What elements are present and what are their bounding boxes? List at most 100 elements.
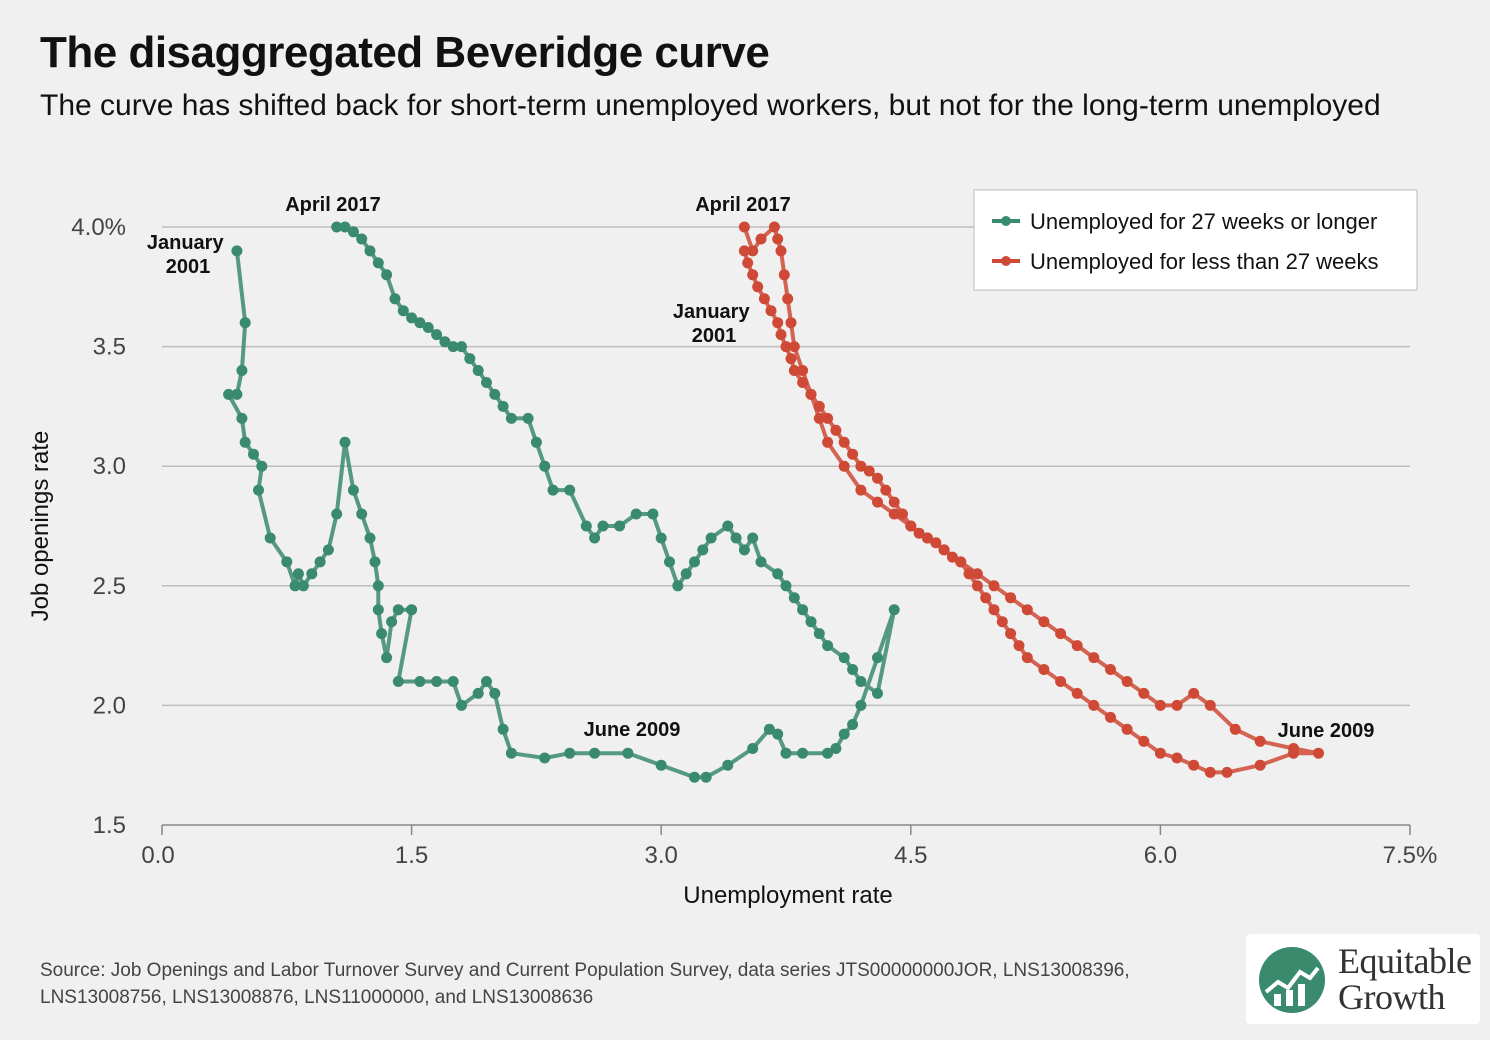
annotation-red-january-2001: January 2001 [673, 301, 755, 347]
data-point-short-term [1088, 652, 1100, 664]
data-point-long-term [406, 312, 418, 324]
legend-marker-long-term [1001, 216, 1011, 226]
annotation-green-january-2001-line2: 2001 [166, 256, 211, 278]
data-point-long-term [314, 556, 326, 568]
data-point-short-term [880, 484, 892, 496]
data-point-long-term [872, 687, 883, 699]
data-point-long-term [497, 723, 509, 735]
x-tick-label: 3.0 [645, 842, 678, 869]
data-point-long-term [630, 508, 642, 520]
data-point-short-term [888, 496, 900, 508]
data-point-long-term [489, 687, 501, 699]
data-point-short-term [747, 269, 759, 281]
annotation-red-april-2017: April 2017 [695, 194, 791, 216]
data-point-short-term [830, 424, 842, 436]
logo-line [1264, 966, 1320, 994]
data-point-short-term [1021, 652, 1033, 664]
data-point-long-term [248, 448, 259, 460]
data-point-short-term [955, 556, 967, 568]
data-point-short-term [855, 484, 867, 496]
data-point-long-term [381, 652, 393, 664]
data-point-long-term [747, 743, 759, 754]
logo-text-line1: Equitable [1338, 941, 1472, 981]
data-point-long-term [589, 747, 601, 759]
data-point-short-term [747, 245, 759, 257]
data-point-long-term [297, 580, 309, 592]
y-tick-label: 1.5 [93, 812, 126, 839]
data-point-long-term [772, 728, 784, 740]
data-point-long-term [406, 604, 418, 616]
data-point-short-term [1055, 628, 1067, 640]
data-point-short-term [1254, 759, 1266, 771]
grid-lines [161, 226, 1411, 835]
data-point-short-term [1071, 687, 1083, 699]
data-point-long-term [356, 508, 368, 520]
data-point-short-term [1313, 747, 1324, 759]
data-point-long-term [339, 221, 351, 233]
data-point-long-term [780, 580, 792, 592]
data-point-long-term [855, 676, 867, 687]
data-point-short-term [863, 465, 875, 477]
data-point-long-term [780, 747, 792, 759]
data-point-long-term [847, 664, 859, 675]
data-point-short-term [988, 580, 1000, 592]
data-point-short-term [946, 551, 958, 563]
data-point-short-term [785, 317, 797, 329]
data-point-long-term [306, 568, 318, 580]
data-point-short-term [1071, 640, 1083, 652]
data-point-long-term [389, 293, 401, 305]
beveridge-chart: 1.5 2.0 2.5 3.0 3.5 4.0% 0.0 1.5 3.0 4.5 6.0 7.5% U… [27, 189, 1437, 909]
data-point-long-term [439, 336, 451, 348]
data-point-long-term [838, 652, 850, 664]
data-point-long-term [622, 747, 634, 759]
series-line-long-term [226, 225, 897, 780]
data-point-long-term [597, 520, 609, 532]
data-point-short-term [752, 281, 764, 293]
data-point-short-term [838, 436, 850, 448]
legend-marker-short-term [1001, 256, 1011, 266]
data-point-short-term [996, 616, 1008, 628]
data-point-long-term [239, 436, 251, 448]
data-point-long-term [364, 532, 376, 544]
data-point-long-term [872, 652, 883, 664]
data-point-long-term [822, 640, 834, 652]
data-point-short-term [1204, 766, 1216, 778]
annotation-green-june-2009: June 2009 [584, 719, 681, 741]
growth-chart-icon [1259, 947, 1325, 1013]
data-point-short-term [772, 233, 784, 245]
data-point-long-term [456, 699, 467, 711]
data-point-long-term [386, 616, 398, 628]
data-point-long-term [813, 628, 825, 640]
data-point-long-term [292, 568, 304, 580]
data-point-short-term [930, 537, 942, 549]
data-point-long-term [397, 305, 409, 317]
legend-label-long-term: Unemployed for 27 weeks or longer [1030, 209, 1377, 234]
data-point-long-term [464, 353, 476, 365]
data-point-long-term [431, 676, 443, 687]
data-point-long-term [481, 377, 492, 388]
y-axis-label: Job openings rate [27, 431, 54, 622]
data-point-long-term [539, 752, 551, 764]
data-point-short-term [797, 365, 809, 376]
data-point-short-term [782, 293, 794, 305]
data-point-short-term [1005, 628, 1017, 640]
data-point-long-term [822, 747, 834, 759]
data-point-long-term [730, 532, 742, 544]
data-point-long-term [855, 699, 867, 711]
data-point-short-term [1138, 687, 1150, 699]
data-point-long-term [805, 616, 817, 628]
y-tick-label: 2.5 [93, 573, 126, 600]
data-point-long-term [888, 604, 900, 616]
legend-box [973, 189, 1418, 291]
data-point-short-term [1055, 676, 1067, 687]
data-point-long-term [239, 317, 251, 329]
data-point-long-term [689, 556, 700, 568]
data-point-long-term [347, 226, 359, 238]
data-point-long-term [722, 520, 734, 532]
data-point-long-term [456, 341, 467, 353]
data-point-long-term [322, 544, 334, 556]
data-point-long-term [253, 484, 264, 496]
data-point-long-term [331, 508, 343, 520]
data-point-long-term [539, 460, 551, 472]
data-point-long-term [705, 532, 717, 544]
